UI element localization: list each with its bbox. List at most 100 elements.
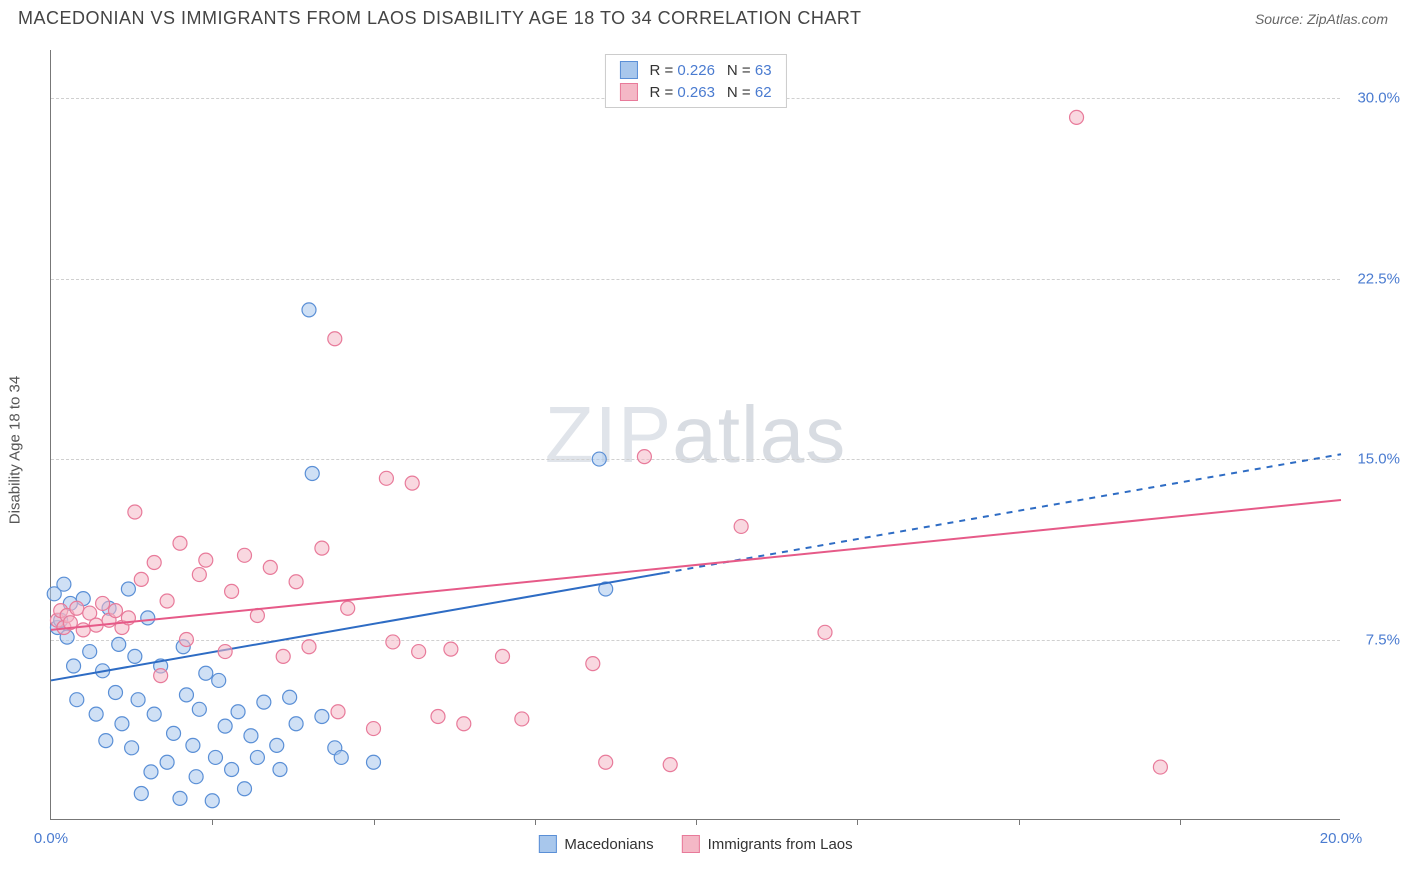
swatch-series-2 (619, 83, 637, 101)
data-point (341, 601, 355, 615)
data-point (70, 693, 84, 707)
data-point (154, 669, 168, 683)
data-point (225, 584, 239, 598)
legend-label-macedonians: Macedonians (564, 836, 653, 853)
data-point (734, 519, 748, 533)
data-point (515, 712, 529, 726)
data-point (289, 717, 303, 731)
data-point (431, 710, 445, 724)
legend-row-series-1: R = 0.226 N = 63 (619, 59, 771, 81)
data-point (179, 688, 193, 702)
data-point (131, 693, 145, 707)
x-tick-mark (535, 819, 536, 825)
data-point (244, 729, 258, 743)
data-point (76, 623, 90, 637)
chart-container: Disability Age 18 to 34 ZIPatlas 7.5%15.… (50, 50, 1390, 850)
data-point (367, 755, 381, 769)
data-point (112, 637, 126, 651)
data-point (328, 332, 342, 346)
regression-line (51, 500, 1341, 630)
data-point (1153, 760, 1167, 774)
data-point (179, 633, 193, 647)
data-point (367, 722, 381, 736)
data-point (305, 467, 319, 481)
data-point (225, 762, 239, 776)
data-point (147, 556, 161, 570)
data-point (289, 575, 303, 589)
data-point (270, 738, 284, 752)
data-point (109, 604, 123, 618)
data-point (134, 572, 148, 586)
x-tick-label: 0.0% (34, 830, 68, 847)
data-point (302, 640, 316, 654)
data-point (89, 707, 103, 721)
data-point (315, 710, 329, 724)
plot-area: ZIPatlas 7.5%15.0%22.5%30.0% R = 0.226 N… (50, 50, 1340, 820)
data-point (173, 791, 187, 805)
data-point (199, 666, 213, 680)
data-point (109, 685, 123, 699)
legend-row-series-2: R = 0.263 N = 62 (619, 81, 771, 103)
data-point (70, 601, 84, 615)
data-point (115, 717, 129, 731)
data-point (218, 645, 232, 659)
y-tick-label: 7.5% (1345, 631, 1400, 648)
y-axis-label: Disability Age 18 to 34 (7, 376, 24, 524)
data-point (412, 645, 426, 659)
data-point (96, 596, 110, 610)
chart-header: MACEDONIAN VS IMMIGRANTS FROM LAOS DISAB… (0, 0, 1406, 39)
data-point (238, 548, 252, 562)
data-point (663, 758, 677, 772)
data-point (99, 734, 113, 748)
data-point (208, 750, 222, 764)
data-point (302, 303, 316, 317)
data-point (273, 762, 287, 776)
data-point (457, 717, 471, 731)
data-point (331, 705, 345, 719)
data-point (199, 553, 213, 567)
data-point (586, 657, 600, 671)
data-point (212, 673, 226, 687)
data-point (134, 787, 148, 801)
regression-line-dashed (664, 454, 1341, 573)
x-tick-mark (1180, 819, 1181, 825)
data-point (263, 560, 277, 574)
data-point (637, 450, 651, 464)
data-point (160, 755, 174, 769)
data-point (144, 765, 158, 779)
data-point (186, 738, 200, 752)
data-point (315, 541, 329, 555)
data-point (444, 642, 458, 656)
data-point (379, 471, 393, 485)
data-point (160, 594, 174, 608)
x-tick-label: 20.0% (1320, 830, 1363, 847)
data-point (205, 794, 219, 808)
data-point (599, 755, 613, 769)
x-tick-mark (696, 819, 697, 825)
data-point (496, 649, 510, 663)
swatch-laos (682, 835, 700, 853)
x-tick-mark (374, 819, 375, 825)
data-point (250, 750, 264, 764)
series-legend: Macedonians Immigrants from Laos (538, 835, 852, 853)
x-tick-mark (1019, 819, 1020, 825)
correlation-legend: R = 0.226 N = 63 R = 0.263 N = 62 (604, 54, 786, 108)
data-point (83, 645, 97, 659)
data-point (592, 452, 606, 466)
data-point (405, 476, 419, 490)
swatch-macedonians (538, 835, 556, 853)
data-point (283, 690, 297, 704)
data-point (276, 649, 290, 663)
x-tick-mark (212, 819, 213, 825)
data-point (128, 505, 142, 519)
data-point (231, 705, 245, 719)
data-point (141, 611, 155, 625)
data-point (67, 659, 81, 673)
r-stat-series-2: R = 0.263 (649, 84, 714, 101)
chart-source: Source: ZipAtlas.com (1255, 11, 1388, 27)
y-tick-label: 15.0% (1345, 451, 1400, 468)
data-point (334, 750, 348, 764)
data-point (189, 770, 203, 784)
n-stat-series-2: N = 62 (727, 84, 772, 101)
data-point (128, 649, 142, 663)
